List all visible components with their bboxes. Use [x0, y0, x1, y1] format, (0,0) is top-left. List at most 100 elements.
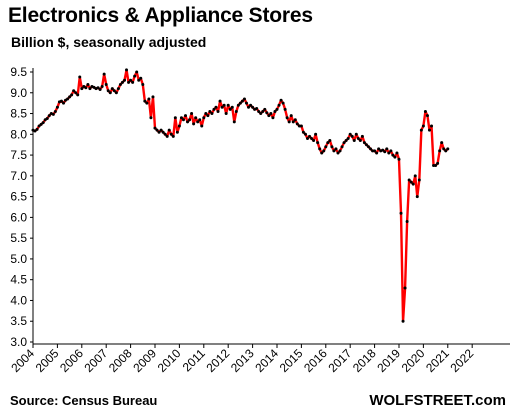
data-point [216, 109, 220, 113]
data-point [308, 134, 312, 138]
data-point [45, 117, 49, 121]
data-point [120, 80, 124, 84]
data-point [344, 139, 348, 143]
data-point [251, 105, 255, 109]
data-point [98, 87, 102, 91]
data-point [202, 116, 206, 120]
data-point [285, 116, 289, 120]
data-point [255, 107, 259, 111]
data-point [269, 112, 273, 116]
data-point [80, 87, 84, 91]
data-point [287, 120, 291, 124]
data-point [401, 319, 405, 323]
data-point [41, 121, 45, 125]
data-point [76, 93, 80, 97]
x-tick-label: 2010 [155, 346, 184, 375]
y-tick-label: 6.0 [10, 210, 27, 224]
data-point [332, 149, 336, 153]
data-point [39, 122, 43, 126]
data-point [356, 136, 360, 140]
data-point [165, 134, 169, 138]
data-point [389, 149, 393, 153]
data-point [310, 136, 314, 140]
data-point [116, 87, 120, 91]
data-point [360, 134, 364, 138]
data-point [70, 93, 74, 97]
data-point [362, 141, 366, 145]
data-point [110, 87, 114, 91]
data-point [277, 103, 281, 107]
x-tick-label: 2011 [180, 346, 208, 374]
data-point [159, 128, 163, 132]
data-point [413, 174, 417, 178]
data-point [281, 101, 285, 105]
data-point [196, 120, 200, 124]
data-point [175, 130, 179, 134]
data-point [397, 157, 401, 161]
data-point [47, 114, 51, 118]
y-tick-label: 6.5 [10, 190, 27, 204]
data-point [163, 132, 167, 136]
y-tick-label: 5.0 [10, 252, 27, 266]
x-tick-label: 2022 [448, 346, 477, 375]
data-point [263, 107, 267, 111]
data-point [261, 109, 265, 113]
data-point [249, 103, 253, 107]
data-point [108, 91, 112, 95]
data-point [444, 149, 448, 153]
data-point [96, 86, 100, 90]
data-point [33, 129, 37, 133]
data-point [37, 124, 41, 128]
data-point [326, 141, 330, 145]
data-point [86, 82, 90, 86]
y-tick-label: 4.5 [10, 273, 27, 287]
data-point [123, 78, 126, 82]
data-point [247, 105, 251, 109]
data-point [440, 141, 444, 145]
data-point [299, 124, 303, 128]
data-point [153, 126, 157, 130]
data-point [421, 124, 425, 128]
data-point [194, 116, 198, 120]
data-point [192, 122, 196, 126]
data-point [222, 103, 226, 107]
x-tick-label: 2017 [326, 346, 355, 375]
data-point [305, 136, 309, 140]
data-point [210, 112, 214, 116]
data-point [314, 132, 318, 136]
x-tick-label: 2018 [350, 346, 379, 375]
y-tick-label: 4.0 [10, 293, 27, 307]
data-point [303, 132, 307, 136]
data-point [228, 107, 232, 111]
data-point [291, 120, 295, 124]
data-point [198, 118, 202, 122]
chart-subtitle: Billion $, seasonally adjusted [11, 34, 207, 50]
data-point [127, 80, 131, 84]
data-point [242, 97, 246, 101]
brand-logo-text: WOLFSTREET.com [369, 392, 506, 409]
data-point [104, 82, 108, 86]
data-point [204, 112, 208, 116]
data-point [346, 136, 350, 140]
data-point [206, 114, 210, 118]
y-tick-label: 3.5 [10, 314, 27, 328]
x-tick-label: 2021 [423, 346, 452, 375]
data-point [417, 178, 421, 182]
data-point [427, 128, 431, 132]
data-point [218, 99, 222, 103]
data-point [68, 95, 72, 99]
data-point [147, 97, 151, 101]
data-point [173, 116, 177, 120]
y-tick-label: 9.5 [10, 65, 27, 79]
data-point [143, 99, 147, 103]
data-point [330, 145, 334, 149]
data-point [177, 124, 181, 128]
data-point [169, 132, 173, 136]
data-point [161, 130, 165, 134]
data-point [112, 89, 116, 93]
data-point [391, 153, 395, 157]
y-tick-label: 9.0 [10, 86, 27, 100]
data-point [139, 76, 143, 80]
data-point [234, 109, 238, 113]
